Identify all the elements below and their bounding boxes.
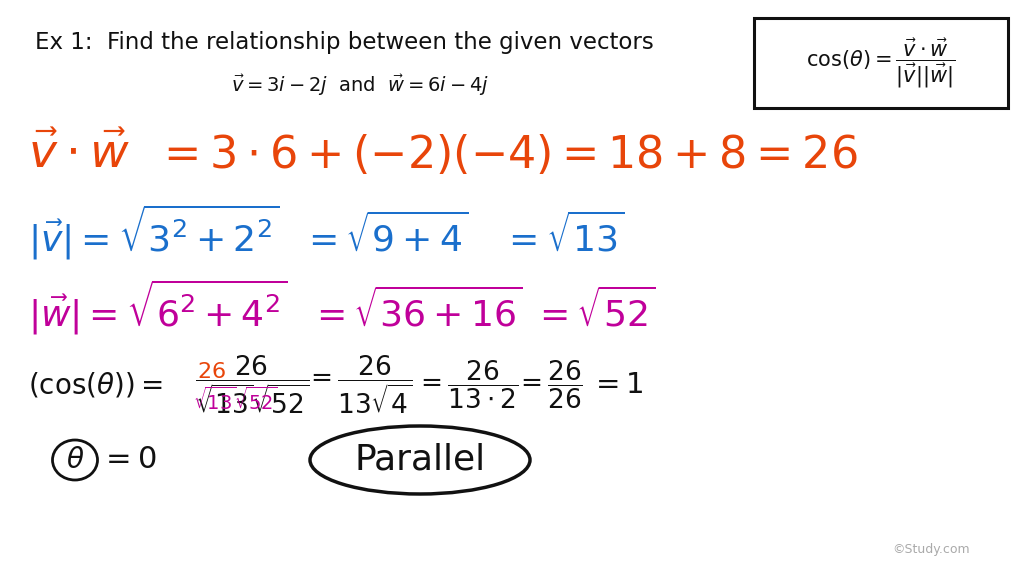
Text: Ex 1:  Find the relationship between the given vectors: Ex 1: Find the relationship between the … <box>35 31 653 54</box>
Text: $\left(\cos(\theta)\right)=$: $\left(\cos(\theta)\right)=$ <box>28 370 163 400</box>
Text: $\theta$: $\theta$ <box>66 446 84 474</box>
Text: ©Study.com: ©Study.com <box>892 543 970 556</box>
Text: $\dfrac{26}{\sqrt{13}\sqrt{52}}$: $\dfrac{26}{\sqrt{13}\sqrt{52}}$ <box>195 354 309 416</box>
Text: $\cos(\theta)=\dfrac{\vec{v}\cdot\vec{w}}{|\vec{v}||\vec{w}|}$: $\cos(\theta)=\dfrac{\vec{v}\cdot\vec{w}… <box>806 36 955 89</box>
Text: $\vec{v}=3i-2j$  and  $\vec{w}=6i-4j$: $\vec{v}=3i-2j$ and $\vec{w}=6i-4j$ <box>231 73 489 97</box>
Text: $=0$: $=0$ <box>100 445 157 475</box>
Text: Parallel: Parallel <box>354 443 485 477</box>
Text: $=\dfrac{26}{13\cdot 2}$: $=\dfrac{26}{13\cdot 2}$ <box>415 359 518 411</box>
Text: $= 3\cdot 6+(-2)(-4) = 18+8 =26$: $= 3\cdot 6+(-2)(-4) = 18+8 =26$ <box>155 133 858 177</box>
Bar <box>754 18 1008 108</box>
Text: $=1$: $=1$ <box>590 371 644 399</box>
Text: $\sqrt{13}\sqrt{52}$: $\sqrt{13}\sqrt{52}$ <box>193 386 278 414</box>
Text: $26$: $26$ <box>197 362 226 382</box>
Text: $=\dfrac{26}{13\sqrt{4}}$: $=\dfrac{26}{13\sqrt{4}}$ <box>305 354 413 416</box>
Text: $=\dfrac{26}{26}$: $=\dfrac{26}{26}$ <box>515 359 583 411</box>
Text: $|\vec{w}|=\sqrt{6^2+4^2}\ \ =\sqrt{36+16}\ =\sqrt{52}$: $|\vec{w}|=\sqrt{6^2+4^2}\ \ =\sqrt{36+1… <box>28 278 655 336</box>
Text: $\vec{v}\cdot\vec{w}$: $\vec{v}\cdot\vec{w}$ <box>28 132 130 177</box>
Text: $|\vec{v}|=\sqrt{3^2+2^2}\ \ =\sqrt{9+4}\ \ \ =\sqrt{13}$: $|\vec{v}|=\sqrt{3^2+2^2}\ \ =\sqrt{9+4}… <box>28 202 625 262</box>
